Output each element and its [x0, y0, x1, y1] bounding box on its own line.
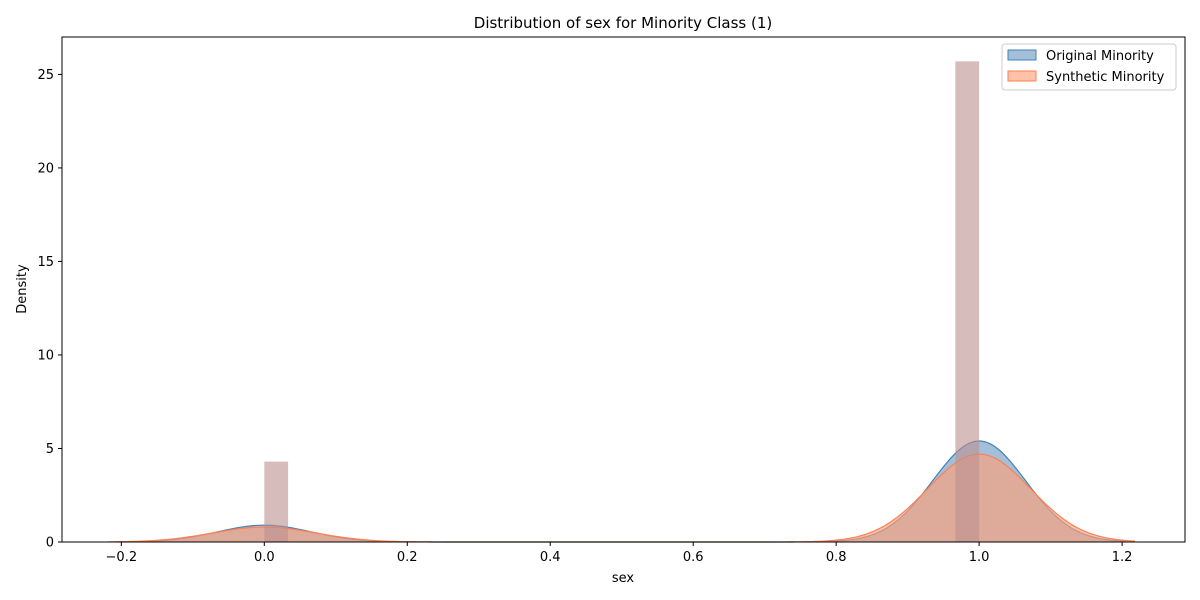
x-tick-label: 0.8	[826, 550, 847, 565]
legend: Original Minority Synthetic Minority	[1001, 43, 1177, 91]
x-tick-label: −0.2	[106, 550, 138, 565]
x-tick-label: 0.0	[254, 550, 275, 565]
axes-frame	[61, 36, 1186, 543]
x-tick-label: 0.6	[683, 550, 704, 565]
y-axis-label: Density	[15, 264, 30, 314]
y-tick-label: 25	[37, 68, 54, 83]
y-tick-label: 5	[46, 442, 54, 457]
x-tick-label: 0.2	[397, 550, 418, 565]
axes: −0.2 0.0 0.2 0.4 0.6 0.8 1.0 1.2 0 5 10 15 20 25	[37, 36, 1186, 565]
legend-box	[1001, 43, 1177, 91]
x-tick-label: 1.0	[969, 550, 990, 565]
kde-fill-series-1	[108, 454, 1135, 542]
y-tick-label: 15	[37, 255, 54, 270]
x-axis-label: sex	[612, 571, 635, 586]
x-tick-label: 0.4	[540, 550, 561, 565]
legend-swatch-1	[1007, 70, 1037, 82]
legend-label-0: Original Minority	[1046, 49, 1154, 64]
y-tick-label: 20	[37, 161, 54, 176]
y-tick-label: 10	[37, 348, 54, 363]
y-tick-label: 0	[46, 536, 54, 551]
histogram-bar-0	[264, 461, 289, 542]
legend-label-1: Synthetic Minority	[1046, 70, 1165, 85]
x-tick-label: 1.2	[1112, 550, 1133, 565]
chart-title: Distribution of sex for Minority Class (…	[474, 14, 772, 32]
legend-swatch-0	[1007, 49, 1037, 61]
histogram-bar-1	[955, 61, 980, 542]
